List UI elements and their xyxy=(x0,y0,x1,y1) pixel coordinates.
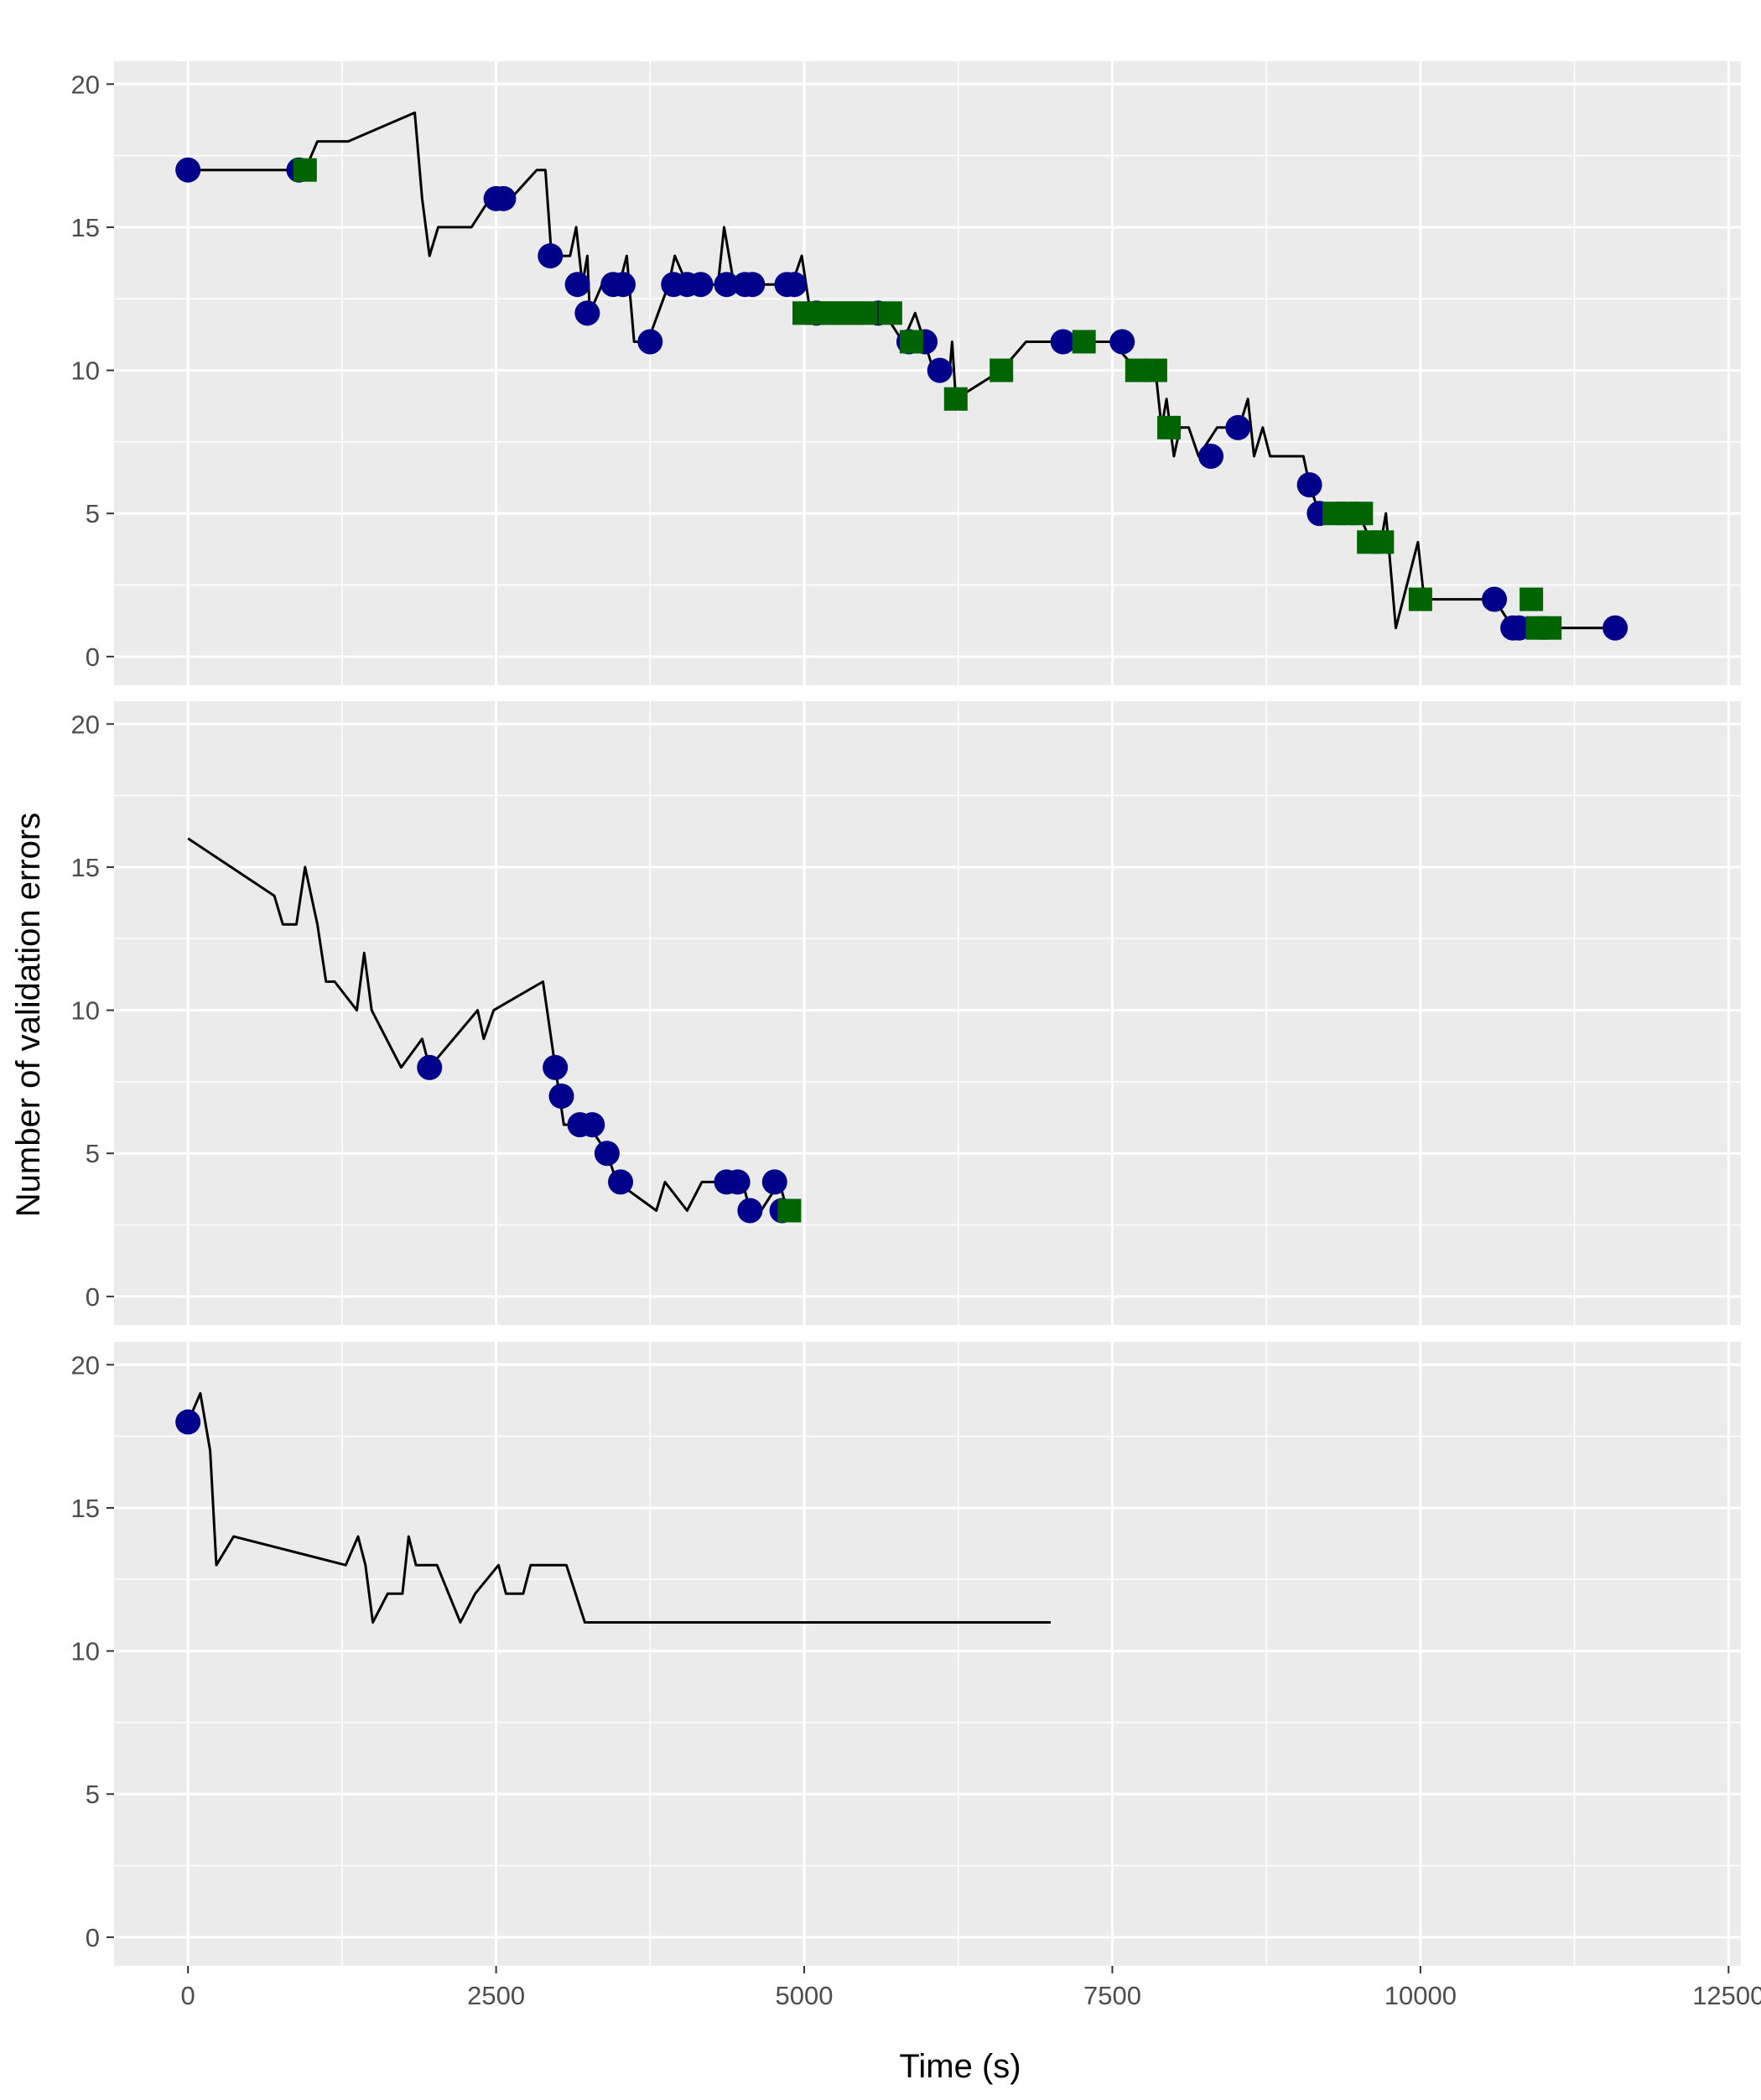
series-line xyxy=(187,837,788,1212)
circle-point xyxy=(574,300,600,326)
square-point xyxy=(990,358,1014,382)
x-axis: 0 2500 5000 7500 10000 12500 xyxy=(181,1966,1761,2010)
circle-point xyxy=(725,1169,751,1195)
y-tick-label: 5 xyxy=(86,1139,100,1168)
y-tick-label: 5 xyxy=(86,1780,100,1809)
circle-point xyxy=(737,1198,763,1224)
circle-point xyxy=(1603,615,1629,641)
circle-point xyxy=(175,1409,201,1435)
panel-background xyxy=(114,701,1741,1325)
x-tick-label: 5000 xyxy=(776,1981,834,2010)
circle-point xyxy=(782,272,808,298)
circle-point xyxy=(1482,586,1508,612)
x-axis-title: Time (s) xyxy=(899,2048,1021,2085)
y-tick-label: 20 xyxy=(71,70,100,99)
y-tick-label: 10 xyxy=(71,356,100,386)
circle-point xyxy=(564,272,590,298)
circle-point xyxy=(714,272,740,298)
panel-background xyxy=(114,61,1741,685)
circle-point xyxy=(548,1083,574,1109)
panel-background xyxy=(114,1342,1741,1966)
y-tick-label: 0 xyxy=(86,1282,100,1312)
circle-point xyxy=(491,185,517,211)
circle-point xyxy=(543,1054,569,1080)
circle-point xyxy=(1109,329,1135,355)
y-tick-label: 15 xyxy=(71,213,100,242)
square-point xyxy=(1519,587,1544,611)
panel-1: 0 5 10 15 20 xyxy=(71,61,1741,685)
series-line xyxy=(186,1391,1051,1624)
circle-point xyxy=(608,1169,634,1195)
panel-3: 0 5 10 15 20 xyxy=(71,1342,1741,1966)
panel-2: 0 5 10 15 20 xyxy=(71,701,1741,1325)
square-point xyxy=(878,301,902,325)
y-tick-label: 15 xyxy=(71,853,100,882)
y-tick-label: 20 xyxy=(71,1350,100,1380)
square-point xyxy=(1349,502,1374,526)
circle-point xyxy=(594,1141,620,1167)
chart-panels: 0 5 10 15 20 0 5 10 15 20 0 5 10 15 20 xyxy=(71,61,1741,1966)
circle-point xyxy=(175,157,201,183)
square-point xyxy=(899,330,923,354)
circle-point xyxy=(1198,443,1224,469)
square-point xyxy=(943,387,968,411)
square-point xyxy=(293,158,317,182)
square-point xyxy=(854,301,878,325)
circle-point xyxy=(579,1112,605,1138)
y-tick-label: 10 xyxy=(71,1637,100,1666)
circle-point xyxy=(1225,414,1251,440)
square-point xyxy=(1143,358,1167,382)
square-point xyxy=(1157,415,1182,439)
y-tick-label: 10 xyxy=(71,996,100,1026)
x-tick-label: 2500 xyxy=(467,1981,525,2010)
square-point xyxy=(1408,587,1432,611)
circle-point xyxy=(538,243,564,269)
circle-point xyxy=(761,1169,787,1195)
circle-point xyxy=(417,1054,443,1080)
circle-point xyxy=(740,272,766,298)
circle-point xyxy=(1506,615,1532,641)
x-tick-label: 7500 xyxy=(1083,1981,1141,2010)
x-tick-label: 10000 xyxy=(1384,1981,1457,2010)
square-point xyxy=(777,1198,802,1223)
y-tick-label: 0 xyxy=(86,642,100,672)
square-point xyxy=(1538,616,1562,640)
y-tick-label: 15 xyxy=(71,1494,100,1523)
square-point xyxy=(1072,330,1096,354)
y-tick-label: 20 xyxy=(71,710,100,739)
circle-point xyxy=(688,272,714,298)
circle-point xyxy=(637,329,663,355)
circle-point xyxy=(927,357,953,383)
y-tick-label: 0 xyxy=(86,1923,100,1952)
y-tick-label: 5 xyxy=(86,499,100,528)
circle-point xyxy=(1296,472,1322,498)
circle-point xyxy=(610,272,636,298)
circle-point xyxy=(1050,329,1076,355)
y-axis-title: Number of validation errors xyxy=(10,813,47,1217)
x-tick-label: 0 xyxy=(181,1981,195,2010)
x-tick-label: 12500 xyxy=(1692,1981,1761,2010)
square-point xyxy=(1370,530,1395,554)
